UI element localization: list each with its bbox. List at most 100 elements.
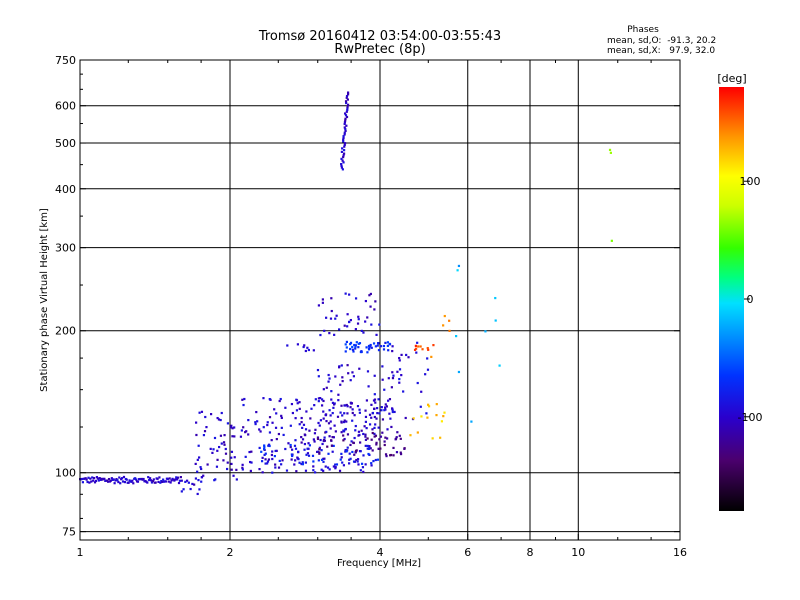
data-point	[307, 348, 310, 352]
y-tick-label: 500	[55, 137, 76, 150]
data-point	[296, 343, 299, 346]
data-point	[372, 399, 376, 402]
data-point	[303, 344, 306, 347]
data-point	[277, 432, 280, 436]
data-point	[417, 345, 420, 348]
data-point	[222, 441, 226, 444]
data-point	[301, 438, 305, 441]
x-tick-label: 8	[527, 546, 534, 559]
data-point	[402, 390, 405, 393]
data-point	[396, 370, 399, 373]
data-point	[379, 345, 383, 348]
data-point	[204, 415, 207, 419]
data-point	[378, 323, 381, 326]
data-point	[267, 444, 270, 447]
data-point	[303, 433, 306, 436]
data-point	[351, 411, 354, 415]
data-point	[260, 450, 263, 453]
data-point	[274, 449, 277, 453]
data-point	[244, 455, 247, 458]
data-point	[239, 435, 243, 438]
data-point	[230, 468, 233, 471]
y-tick-label: 600	[55, 100, 76, 113]
x-tick-label: 4	[377, 546, 384, 559]
data-point	[341, 461, 344, 464]
data-point	[372, 459, 375, 463]
data-point	[364, 420, 368, 423]
colorbar	[719, 87, 744, 511]
data-point	[300, 435, 303, 439]
data-point	[346, 364, 349, 367]
data-point	[448, 329, 451, 333]
data-point	[342, 136, 345, 140]
data-point	[351, 408, 354, 411]
data-point	[271, 457, 274, 461]
data-point	[399, 452, 403, 456]
data-point	[325, 386, 328, 389]
data-point	[370, 416, 373, 419]
data-point	[334, 375, 337, 378]
data-point	[293, 444, 297, 447]
data-point	[230, 456, 233, 459]
data-point	[218, 445, 221, 449]
data-point	[345, 346, 348, 349]
data-point	[296, 456, 299, 459]
data-point	[232, 474, 235, 477]
data-point	[392, 454, 395, 457]
data-point	[373, 374, 376, 377]
data-point	[337, 399, 340, 402]
data-point	[342, 140, 345, 143]
data-point	[367, 452, 370, 456]
data-point	[268, 416, 272, 419]
data-point	[149, 479, 153, 482]
data-point	[375, 443, 378, 446]
data-point	[404, 416, 407, 420]
data-point	[316, 450, 319, 454]
data-point	[339, 411, 342, 414]
data-point	[377, 447, 380, 450]
data-point	[399, 451, 402, 454]
data-point	[435, 403, 438, 406]
data-point	[330, 390, 333, 393]
data-point	[383, 443, 386, 447]
data-point	[216, 449, 219, 452]
data-point	[170, 479, 173, 482]
data-point	[224, 452, 228, 455]
data-point	[427, 348, 430, 351]
data-point	[354, 297, 358, 300]
data-point	[390, 407, 394, 410]
data-point	[349, 347, 352, 351]
data-point	[317, 400, 320, 403]
data-point	[90, 480, 93, 483]
data-point	[233, 435, 236, 438]
data-point	[339, 458, 342, 461]
data-point	[354, 344, 357, 347]
data-point	[294, 459, 297, 462]
data-point	[378, 438, 381, 441]
data-point	[333, 333, 336, 336]
data-point	[298, 461, 301, 464]
data-point	[196, 470, 199, 473]
data-point	[121, 480, 125, 483]
data-point	[198, 411, 201, 414]
x-tick-label: 6	[464, 546, 471, 559]
data-point	[377, 349, 381, 352]
data-point	[255, 410, 258, 414]
data-point	[187, 481, 190, 484]
data-point	[374, 423, 377, 426]
data-point	[360, 350, 363, 354]
data-point	[345, 340, 349, 344]
data-point	[317, 397, 321, 400]
y-axis-label: Stationary phase Virtual Height [km]	[39, 208, 50, 392]
data-point	[426, 416, 429, 419]
data-point	[354, 429, 357, 432]
data-point	[358, 408, 361, 411]
data-point	[98, 477, 101, 480]
data-point	[349, 406, 352, 409]
data-point	[302, 345, 305, 349]
data-point	[359, 469, 362, 472]
data-point	[344, 114, 348, 117]
data-point	[222, 459, 225, 462]
data-point	[274, 466, 277, 469]
data-point	[348, 458, 351, 461]
